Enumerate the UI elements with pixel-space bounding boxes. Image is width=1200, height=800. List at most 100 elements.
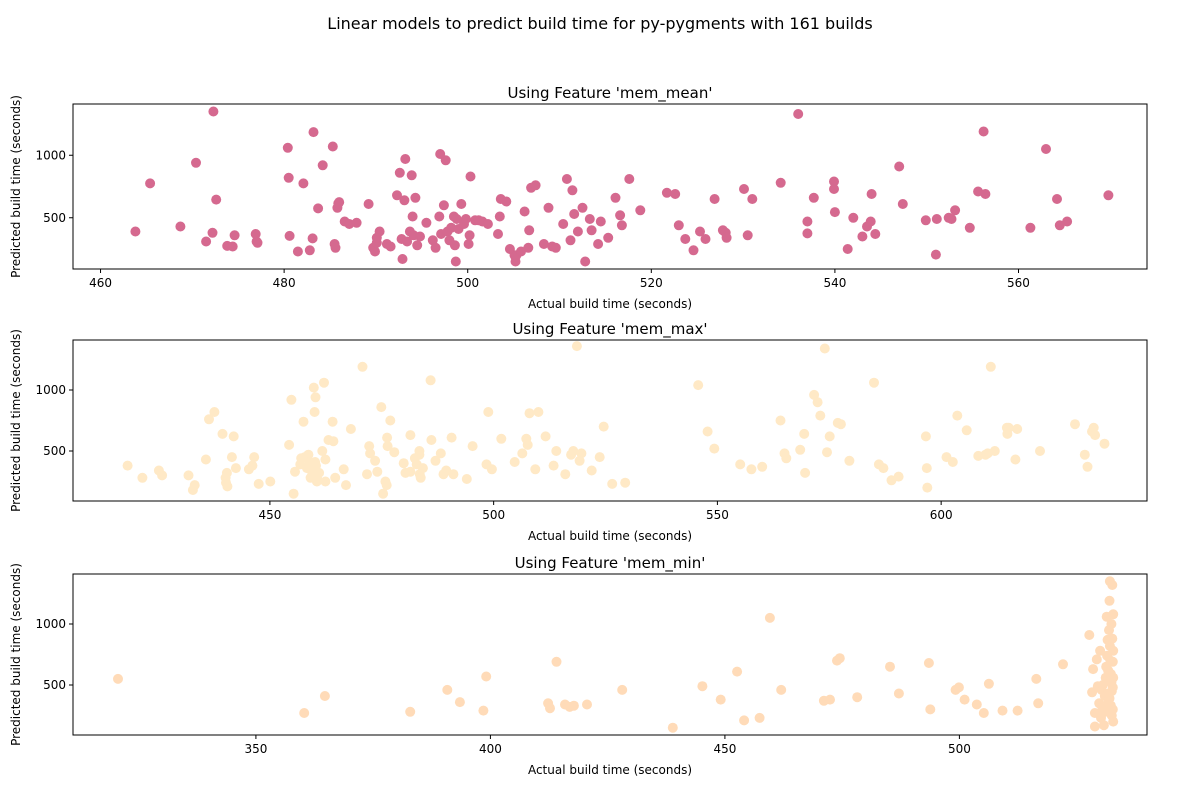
scatter-point — [1010, 454, 1021, 465]
scatter-point — [1033, 698, 1044, 709]
scatter-point — [319, 691, 330, 701]
scatter-point — [330, 242, 341, 253]
scatter-point — [317, 160, 328, 171]
scatter-point — [603, 232, 614, 243]
scatter-point — [735, 459, 746, 470]
scatter-point — [364, 441, 375, 452]
scatter-point — [667, 722, 678, 733]
scatter-point — [204, 414, 214, 425]
scatter-point — [362, 469, 372, 480]
scatter-point — [764, 612, 775, 623]
scatter-point — [357, 361, 368, 372]
scatter-point — [330, 472, 341, 483]
scatter-point — [1108, 716, 1119, 727]
scatter-point — [317, 446, 328, 456]
scatter-point — [454, 697, 465, 708]
scatter-point — [739, 715, 750, 726]
scatter-point — [1103, 190, 1114, 201]
scatter-point — [524, 408, 535, 419]
scatter-point — [680, 234, 691, 244]
scatter-point — [298, 178, 309, 189]
scatter-point — [460, 214, 471, 224]
scatter-point — [1107, 656, 1118, 667]
scatter-point — [702, 426, 713, 437]
scatter-point — [496, 433, 507, 444]
scatter-point — [221, 467, 232, 478]
scatter-point — [739, 184, 749, 194]
scatter-point — [893, 688, 904, 699]
scatter-point — [451, 214, 462, 224]
axes-frame — [72, 103, 1148, 270]
scatter-point — [1108, 645, 1119, 656]
scatter-point — [448, 469, 459, 480]
scatter-point — [997, 705, 1008, 716]
scatter-point — [802, 228, 813, 239]
x-axis-label: Actual build time (seconds) — [528, 763, 692, 777]
scatter-point — [548, 460, 559, 471]
scatter-point — [971, 699, 982, 710]
scatter-point — [1090, 430, 1101, 441]
scatter-point — [893, 471, 904, 482]
scatter-point — [308, 127, 319, 138]
scatter-point — [309, 407, 320, 417]
scatter-point — [494, 211, 505, 222]
scatter-point — [610, 192, 621, 203]
scatter-point — [189, 480, 200, 491]
scatter-point — [746, 464, 757, 475]
scatter-point — [688, 245, 699, 256]
scatter-point — [1106, 619, 1117, 629]
y-axis-label: Predicted build time (seconds) — [9, 563, 23, 746]
scatter-point — [481, 671, 492, 682]
scatter-point — [1088, 664, 1099, 675]
scatter-point — [426, 435, 437, 445]
scatter-point — [228, 431, 239, 442]
scatter-point — [351, 217, 362, 228]
scatter-point — [545, 703, 555, 714]
scatter-point — [709, 443, 720, 454]
scatter-point — [137, 472, 148, 483]
scatter-point — [1003, 422, 1014, 433]
scatter-point — [931, 214, 942, 224]
scatter-point — [341, 480, 351, 491]
scatter-point — [486, 464, 497, 475]
scatter-point — [175, 221, 186, 232]
scatter-point — [191, 157, 201, 168]
scatter-point — [1107, 633, 1118, 644]
scatter-point — [1035, 446, 1045, 456]
scatter-point — [802, 216, 813, 227]
scatter-point — [848, 212, 859, 223]
scatter-point — [894, 161, 905, 172]
scatter-point — [842, 244, 853, 254]
scatter-point — [946, 214, 957, 224]
scatter-point — [550, 242, 561, 253]
scatter-point — [568, 446, 579, 456]
scatter-point — [400, 154, 411, 164]
panel-title: Using Feature 'mem_mean' — [508, 84, 713, 103]
scatter-point — [793, 109, 804, 119]
y-tick-label: 500 — [43, 211, 66, 225]
scatter-point — [799, 428, 810, 439]
scatter-point — [950, 205, 961, 216]
scatter-point — [978, 126, 989, 137]
scatter-point — [673, 220, 684, 231]
scatter-point — [183, 470, 194, 481]
scatter-point — [252, 237, 263, 248]
scatter-point — [1098, 720, 1109, 731]
scatter-point — [327, 141, 338, 152]
scatter-point — [953, 682, 964, 693]
scatter-point — [775, 177, 786, 188]
scatter-point — [533, 407, 544, 417]
scatter-point — [920, 215, 931, 226]
scatter-point — [624, 174, 635, 184]
x-tick-label: 450 — [258, 508, 281, 522]
scatter-point — [230, 463, 241, 474]
scatter-point — [319, 377, 329, 388]
scatter-point — [530, 180, 541, 191]
scatter-point — [397, 254, 408, 264]
y-tick-label: 1000 — [35, 383, 66, 397]
y-axis-label: Predicted build time (seconds) — [9, 95, 23, 278]
scatter-point — [122, 460, 133, 471]
scatter-point — [571, 341, 582, 352]
scatter-point — [1058, 659, 1068, 670]
y-tick-label: 500 — [43, 444, 66, 458]
